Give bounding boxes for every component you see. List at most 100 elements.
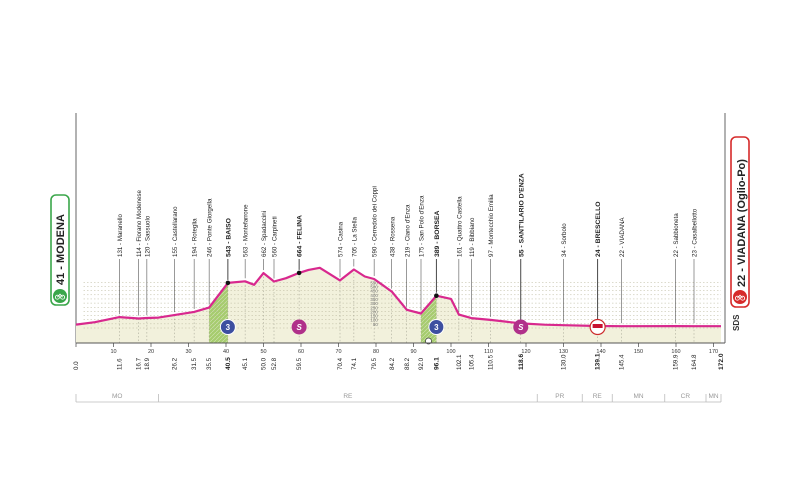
finish-bicycle-badge	[733, 290, 747, 304]
bicycle-icon	[54, 293, 66, 300]
place-label: 34 - Sorbolo	[561, 223, 568, 257]
finish-frame	[730, 136, 750, 308]
place-label: 22 - Sabbioneta	[673, 213, 680, 257]
climb-category-badge	[219, 319, 236, 335]
x-tick-label: 130	[559, 349, 568, 355]
place-label: 22 - VIADANA	[619, 217, 626, 257]
sprint-badge	[291, 319, 307, 335]
place-label: 590 - Cerredolo dei Coppi	[372, 186, 379, 257]
x-tick-label: 70	[335, 349, 341, 355]
km-marker-label: 102.1	[456, 354, 463, 370]
bonus-sprint-icon-bar	[592, 324, 603, 328]
climb-category-badge	[428, 319, 445, 335]
place-dot	[434, 293, 439, 299]
km-marker-label: 92.0	[418, 357, 425, 370]
km-marker-label: 35.5	[206, 357, 213, 370]
profile-line	[75, 266, 721, 328]
x-tick-label: 40	[223, 349, 229, 355]
place-label: 563 - Montefarrone	[243, 204, 250, 257]
km-marker-label: 18.9	[144, 357, 151, 370]
km-marker-label: 139.1	[595, 353, 602, 370]
x-tick-label: 110	[484, 349, 493, 355]
place-label: 131 - Maranello	[117, 213, 124, 257]
place-dot	[225, 280, 231, 286]
place-label: 664 - FELINA	[297, 215, 304, 257]
km-marker-label: 26.2	[171, 357, 178, 370]
km-marker-label: 74.1	[351, 357, 358, 370]
km-marker-label: 88.2	[404, 357, 411, 370]
inner-scale-label: 450	[370, 289, 378, 294]
km-marker-label: 105.4	[468, 354, 475, 370]
province-label: MO	[112, 393, 122, 400]
place-label: 705 - La Stella	[351, 217, 358, 257]
place-label: 119 - Bibbiano	[469, 217, 476, 257]
province-label: PR	[555, 393, 564, 400]
place-label: 574 - Casina	[338, 221, 345, 257]
province-label: MN	[633, 393, 643, 400]
province-label: RE	[343, 393, 353, 400]
km-marker-label: 16.7	[136, 357, 143, 370]
place-label: 543 - BAISO	[225, 218, 232, 257]
x-tick-label: 120	[521, 349, 530, 355]
inner-scale-label: 400	[370, 293, 378, 298]
km-marker-label: 52.8	[271, 357, 278, 370]
place-label: 246 - Ponte Giorgella	[207, 198, 214, 257]
km-marker-label: 159.9	[673, 354, 680, 370]
place-label: 97 - Montecchio Emilia	[488, 194, 495, 257]
sprint-badge-letter: S	[518, 323, 524, 332]
km-marker-label: 145.4	[618, 354, 625, 370]
place-label: 114 - Fiorano Modenese	[136, 189, 143, 257]
km-marker-label: 50.0	[261, 357, 268, 370]
place-label: 389 - BORSEA	[434, 210, 441, 257]
inner-scale-label: 50	[373, 322, 379, 327]
km-marker-label: 79.5	[371, 357, 378, 370]
place-label: 23 - Casalbellotto	[692, 208, 699, 257]
place-label: 194 - Roteglia	[192, 218, 199, 257]
x-tick-label: 150	[634, 349, 643, 355]
x-tick-label: 20	[148, 349, 154, 355]
x-tick-label: 50	[260, 349, 266, 355]
start-frame	[50, 194, 70, 306]
km-marker-label: 31.5	[191, 357, 198, 370]
inner-scale-label: 100	[370, 318, 378, 323]
km-marker-label: 110.5	[487, 354, 494, 370]
place-label: 219 - Ciano d'Enza	[404, 204, 411, 257]
place-label: 120 - Sassuolo	[144, 215, 151, 257]
x-tick-label: 80	[373, 349, 379, 355]
profile-area	[76, 267, 721, 343]
km-marker-label: 84.2	[389, 357, 396, 370]
x-tick-label: 30	[185, 349, 191, 355]
start-town-label: 41 - MODENA	[55, 214, 67, 285]
climb-category-number: 3	[226, 323, 231, 332]
x-tick-label: 140	[596, 349, 605, 355]
x-tick-label: 170	[709, 349, 718, 355]
sds-logo: SDS	[732, 314, 741, 331]
finish-label: 22 - VIADANA (Oglio-Po)	[730, 136, 750, 308]
x-tick-label: 160	[671, 349, 680, 355]
climb-category-number: 3	[434, 323, 439, 332]
km-marker-label: 45.1	[242, 357, 249, 370]
km-marker-label: 70.4	[337, 357, 344, 370]
x-tick-label: 10	[110, 349, 116, 355]
place-dot	[296, 270, 302, 276]
km-marker-label: 164.8	[691, 354, 698, 370]
km-marker-label: 40.5	[225, 357, 232, 370]
place-label: 438 - Rossena	[389, 216, 396, 257]
finish-town-label: 22 - VIADANA (Oglio-Po)	[736, 159, 748, 287]
place-label: 662 - Spadaccini	[261, 211, 268, 257]
x-tick-label: 90	[410, 349, 416, 355]
start-label: 41 - MODENA	[50, 194, 70, 306]
km-marker-label: 96.1	[433, 357, 440, 370]
province-label: MN	[708, 393, 718, 400]
km-marker-label: 130.0	[561, 354, 568, 370]
place-label: 24 - BRESCELLO	[595, 201, 602, 257]
km-marker-label: 59.5	[296, 357, 303, 370]
km-marker-label: 0.0	[73, 361, 80, 370]
sprint-badge	[513, 319, 529, 335]
place-label: 161 - Quattro Castella	[456, 196, 463, 257]
place-label: 560 - Carpineti	[272, 216, 279, 257]
place-label: 155 - Castellarano	[172, 206, 179, 257]
x-tick-label: 60	[298, 349, 304, 355]
x-tick-label: 100	[446, 349, 455, 355]
